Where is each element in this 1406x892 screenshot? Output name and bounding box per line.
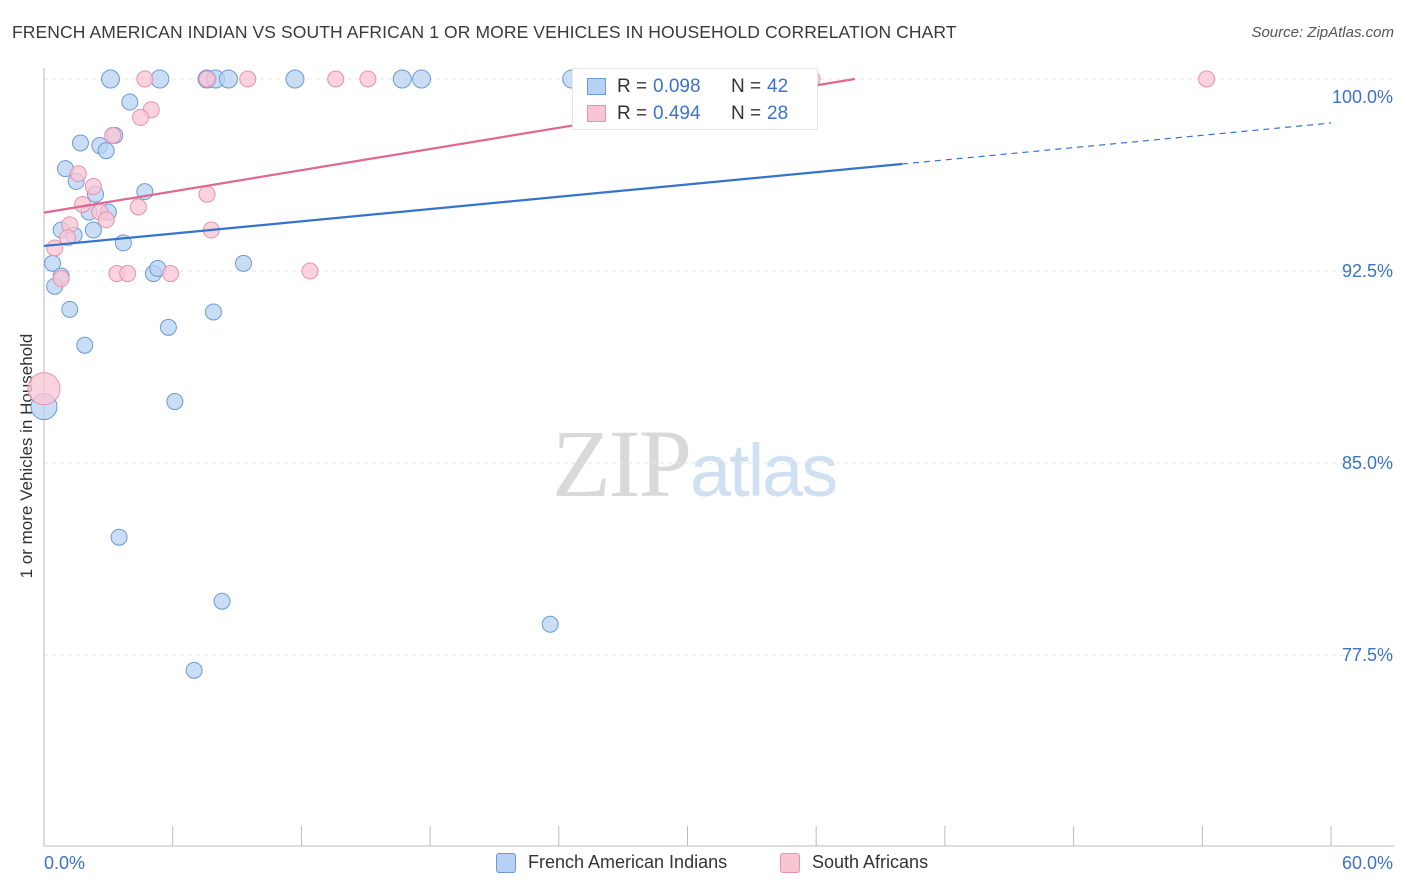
pink-swatch-icon [780,853,800,873]
data-point-french-american-indians [541,615,559,633]
data-point-south-africans [327,70,345,88]
y-tick-label: 100.0% [1332,87,1393,107]
data-point-south-africans [69,165,87,183]
data-point-south-africans [132,108,150,126]
y-tick-label: 92.5% [1342,261,1393,281]
data-point-south-africans [27,372,61,406]
trend-line-extension-french-american-indians [901,122,1332,165]
blue-swatch-icon [587,78,606,95]
data-point-french-american-indians [84,221,102,239]
data-point-french-american-indians [76,336,94,354]
r-label: R = [617,76,648,97]
stats-legend: R = 0.098 N = 42 R = 0.494 N = 28 [572,68,818,130]
data-point-south-africans [359,70,377,88]
data-point-french-american-indians [150,69,170,89]
data-point-south-africans [198,70,216,88]
n-value: 28 [767,103,789,124]
data-point-south-africans [1198,70,1216,88]
stats-legend-row-south-africans: R = 0.494 N = 28 [573,100,817,128]
data-point-french-american-indians [166,393,184,411]
data-point-south-africans [301,262,319,280]
y-tick-label: 85.0% [1342,453,1393,473]
data-point-french-american-indians [392,69,412,89]
x-tick-label: 60.0% [1342,853,1393,873]
data-point-south-africans [136,70,154,88]
data-point-french-american-indians [412,69,432,89]
legend-label: South Africans [812,852,929,872]
blue-swatch-icon [496,853,516,873]
data-point-south-africans [129,198,147,216]
data-point-french-american-indians [159,318,177,336]
data-point-french-american-indians [285,69,305,89]
trend-line-french-american-indians [43,162,903,248]
data-point-south-africans [97,211,115,229]
pink-swatch-icon [587,105,606,122]
data-point-south-africans [239,70,257,88]
data-point-french-american-indians [204,303,222,321]
data-point-french-american-indians [185,661,203,679]
data-point-french-american-indians [213,592,231,610]
data-point-french-american-indians [234,254,252,272]
source-label: Source: ZipAtlas.com [1251,24,1394,41]
chart-title: FRENCH AMERICAN INDIAN VS SOUTH AFRICAN … [12,22,957,42]
watermark-atlas: atlas [690,429,838,512]
data-point-south-africans [104,126,122,144]
data-point-south-africans [46,239,64,257]
data-point-french-american-indians [97,142,115,160]
data-point-french-american-indians [218,69,238,89]
r-label: R = [617,103,648,124]
n-label: N = [731,76,762,97]
data-point-french-american-indians [100,69,120,89]
data-point-french-american-indians [71,134,89,152]
data-point-french-american-indians [61,300,79,318]
n-label: N = [731,103,762,124]
data-point-south-africans [198,185,216,203]
r-value: 0.098 [653,76,701,97]
data-point-south-africans [162,265,180,283]
stats-legend-row-french-american-indians: R = 0.098 N = 42 [573,73,817,101]
legend-label: French American Indians [528,852,728,872]
data-point-french-american-indians [121,93,139,111]
n-value: 42 [767,76,789,97]
data-point-south-africans [84,178,102,196]
y-tick-label: 77.5% [1342,645,1393,665]
data-point-french-american-indians [110,528,128,546]
x-tick-label: 0.0% [44,853,85,873]
data-point-south-africans [52,270,70,288]
data-point-south-africans [59,229,77,247]
r-value: 0.494 [653,103,701,124]
data-point-south-africans [119,265,137,283]
